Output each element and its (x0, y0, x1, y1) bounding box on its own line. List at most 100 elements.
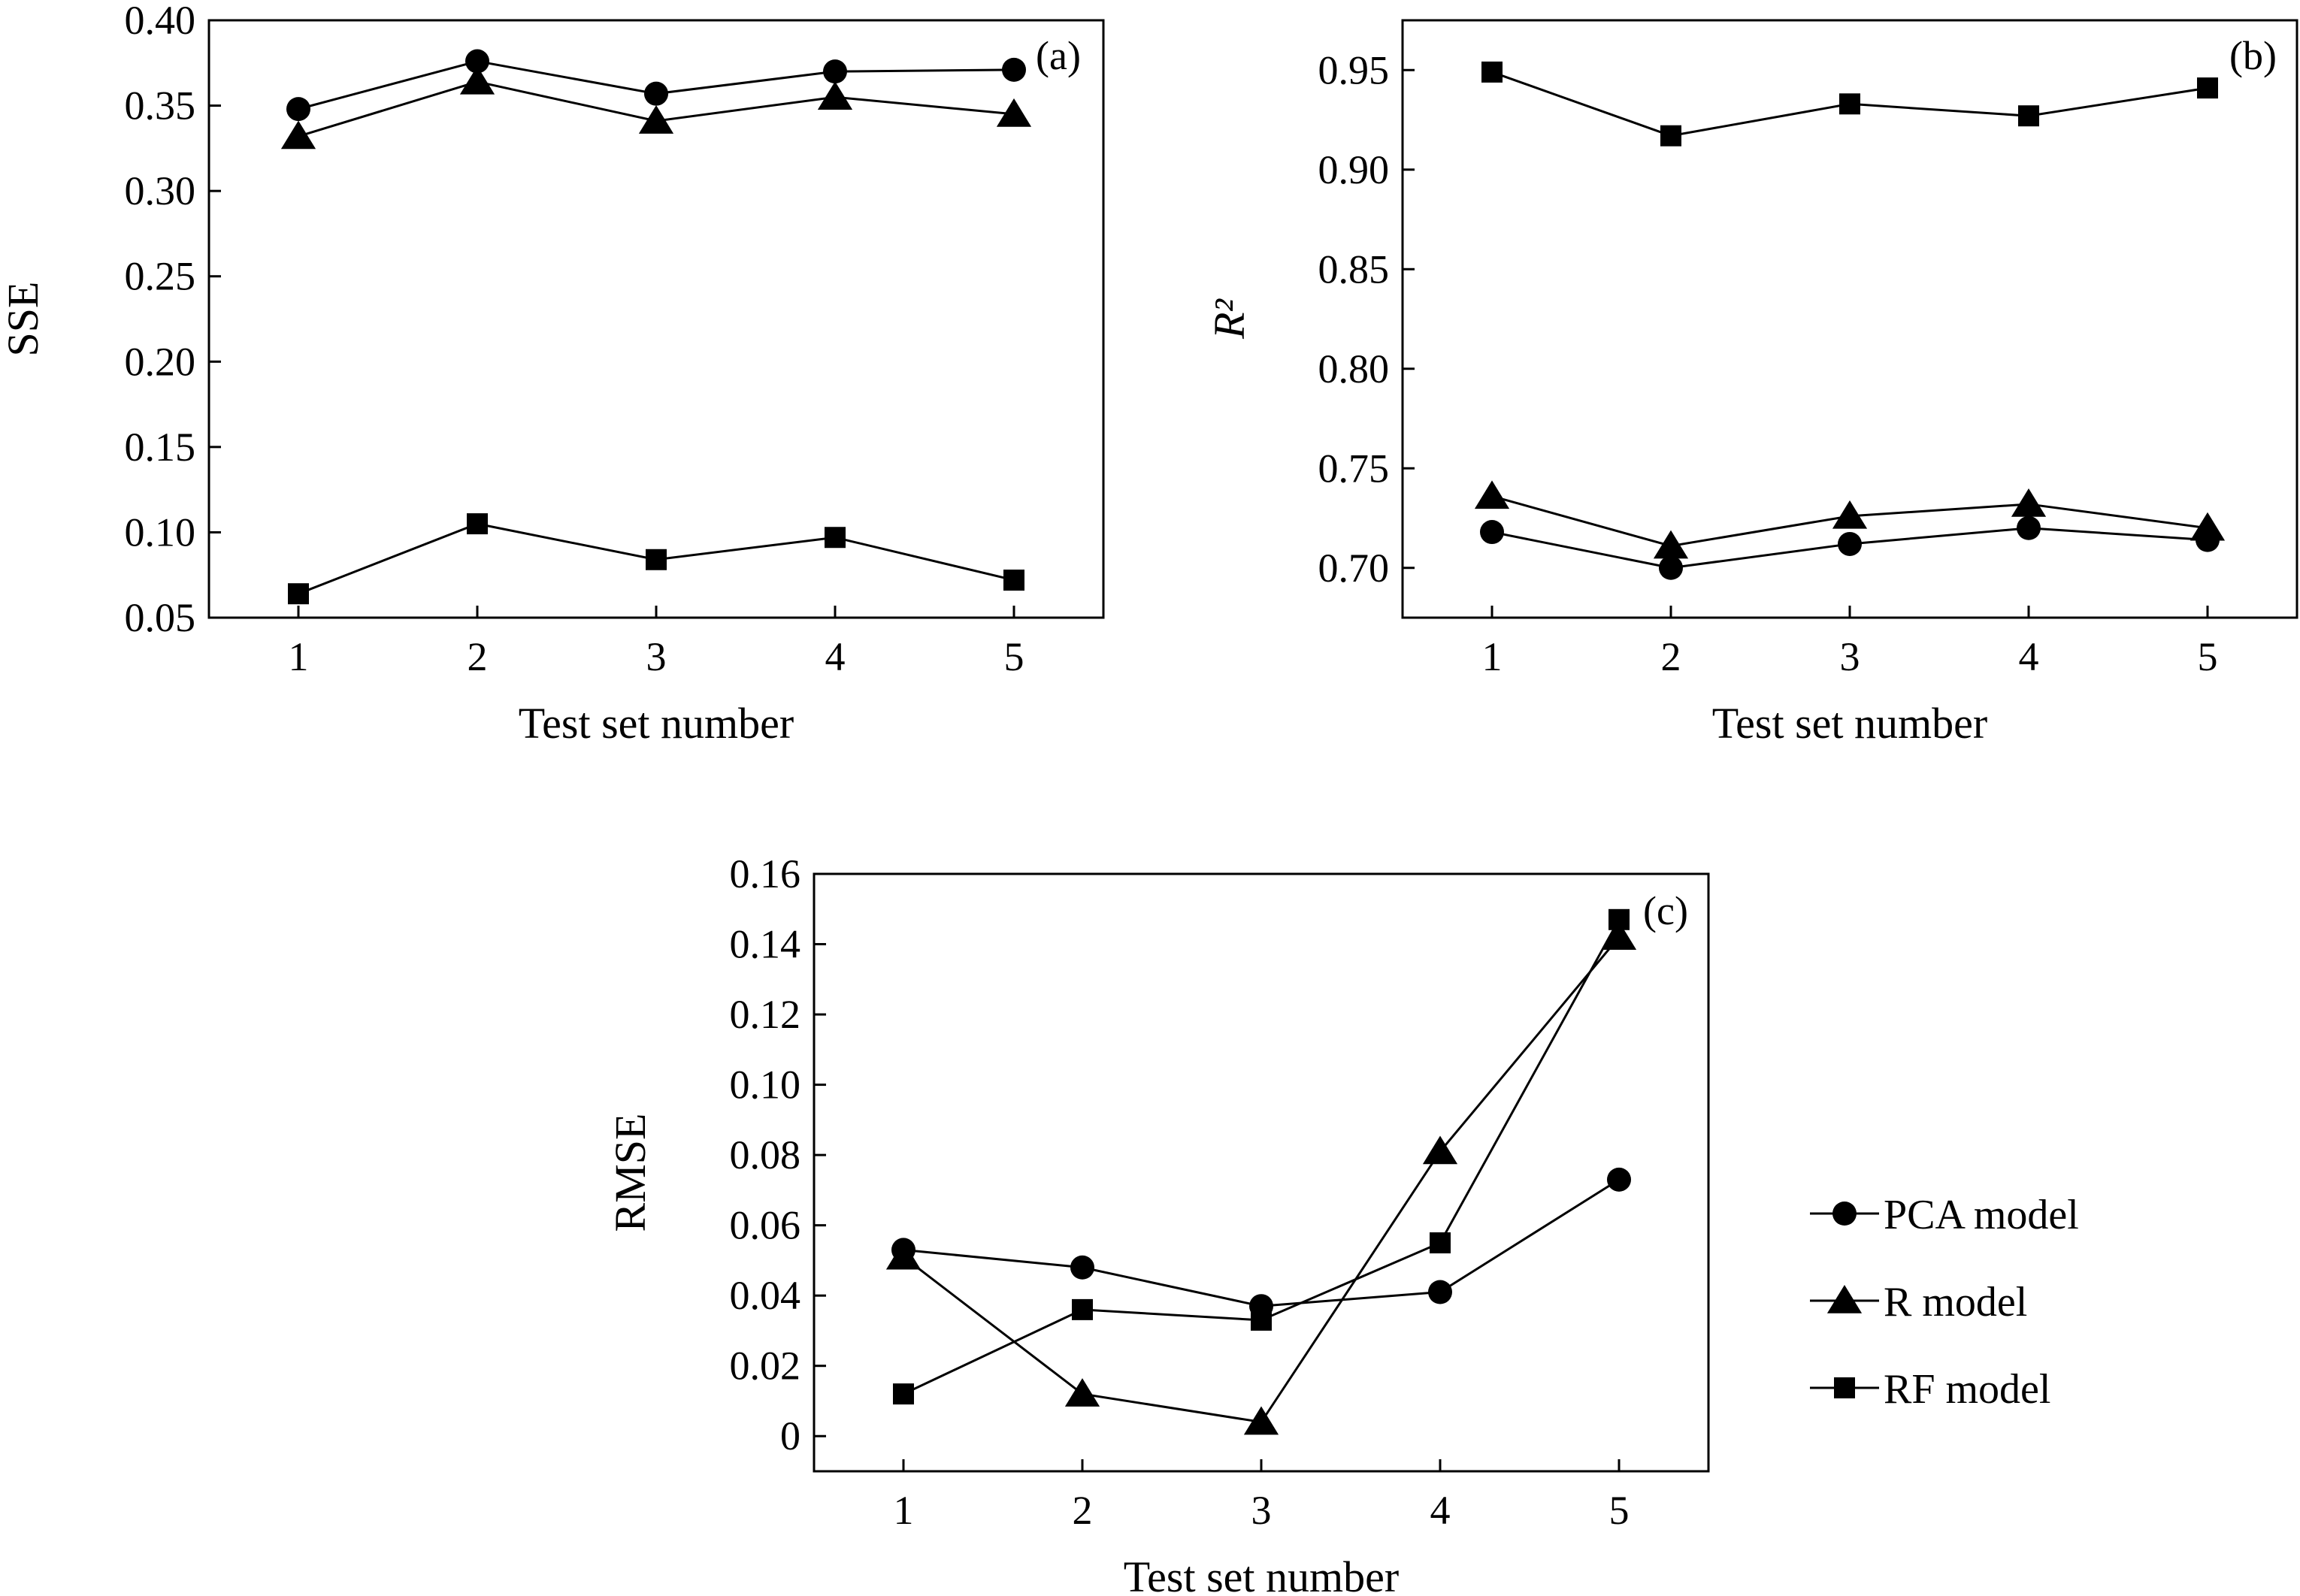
x-tick-label: 5 (1609, 1488, 1630, 1533)
y-tick-label: 0.10 (730, 1062, 801, 1108)
legend: PCA model R model RF model (1810, 1192, 2079, 1413)
data-point-triangle (1064, 1378, 1100, 1407)
y-tick-label: 0 (780, 1413, 800, 1458)
x-tick-label: 3 (1840, 634, 1860, 679)
data-point-triangle (2011, 488, 2047, 517)
y-tick-label: 0.85 (1318, 246, 1390, 292)
x-tick-label: 4 (1430, 1488, 1451, 1533)
x-tick-label: 5 (2198, 634, 2218, 679)
legend-entry: R model (1810, 1279, 2027, 1325)
x-tick-label: 1 (894, 1488, 914, 1533)
data-point-square (893, 1383, 914, 1405)
data-point-triangle (1243, 1406, 1279, 1435)
data-point-square (1072, 1298, 1093, 1320)
data-point-square (2197, 77, 2218, 99)
panel-label: (a) (1036, 33, 1081, 78)
y-tick-label: 0.16 (730, 851, 801, 896)
y-tick-label: 0.70 (1318, 546, 1390, 591)
y-tick-label: 0.95 (1318, 47, 1390, 92)
data-point-square (1251, 1309, 1272, 1331)
legend-entry: RF model (1810, 1366, 2050, 1413)
data-point-circle (1428, 1280, 1452, 1304)
data-point-circle (1838, 531, 1862, 556)
y-tick-label: 0.20 (125, 339, 196, 384)
data-point-circle (1070, 1255, 1094, 1280)
data-point-circle (286, 97, 310, 122)
data-point-square (1003, 570, 1024, 591)
y-tick-label: 0.15 (125, 425, 196, 470)
y-tick-label: 0.14 (730, 922, 801, 967)
data-point-circle (1607, 1167, 1631, 1192)
y-tick-label: 0.12 (730, 992, 801, 1037)
y-tick-label: 0.80 (1318, 346, 1390, 391)
data-point-square (467, 513, 488, 535)
data-point-circle (1659, 555, 1683, 580)
y-tick-label: 0.30 (125, 168, 196, 213)
legend-label: R model (1884, 1279, 2027, 1325)
x-axis-title: Test set number (1124, 1552, 1399, 1596)
data-point-square (1839, 93, 1860, 115)
data-point-circle (2017, 515, 2041, 540)
x-axis-title: Test set number (519, 699, 794, 748)
y-tick-label: 0.02 (730, 1344, 801, 1389)
data-point-square (646, 549, 667, 570)
series-line-circle (903, 1178, 1620, 1307)
x-tick-label: 2 (468, 634, 488, 679)
legend-label: PCA model (1884, 1192, 2079, 1238)
panel-label: (c) (1643, 888, 1688, 933)
legend-marker-circle (1832, 1202, 1857, 1226)
x-axis-title: Test set number (1712, 699, 1987, 748)
x-tick-label: 4 (2019, 634, 2039, 679)
x-tick-label: 3 (1251, 1488, 1272, 1533)
legend-label: RF model (1884, 1366, 2050, 1413)
x-tick-label: 2 (1073, 1488, 1093, 1533)
data-point-square (2018, 105, 2039, 127)
data-point-square (825, 527, 846, 549)
x-tick-label: 1 (289, 634, 309, 679)
data-point-circle (1002, 57, 1026, 82)
legend-entry: PCA model (1810, 1192, 2079, 1238)
data-point-square (288, 583, 309, 605)
y-tick-label: 0.35 (125, 83, 196, 128)
data-point-triangle (1422, 1135, 1458, 1165)
y-tick-label: 0.04 (730, 1273, 801, 1318)
y-tick-label: 0.10 (125, 509, 196, 555)
data-point-circle (644, 81, 668, 106)
data-point-triangle (1832, 500, 1868, 529)
data-point-triangle (1653, 530, 1689, 559)
x-tick-label: 1 (1482, 634, 1503, 679)
y-axis-title: R² (1205, 298, 1254, 339)
legend-marker-triangle (1826, 1285, 1863, 1313)
x-tick-label: 5 (1004, 634, 1024, 679)
chart-panel-c: 0 0.02 0.04 0.06 0.08 0.10 0.12 0.14 0.16 1 2 3 4 5 Te… (606, 851, 1710, 1596)
x-tick-label: 3 (646, 634, 667, 679)
panel-label: (b) (2229, 33, 2277, 78)
legend-marker-square (1834, 1377, 1855, 1398)
data-point-circle (465, 49, 489, 74)
data-point-square (1660, 125, 1681, 147)
data-point-circle (1480, 520, 1504, 545)
x-tick-label: 4 (825, 634, 846, 679)
data-point-circle (823, 59, 847, 84)
y-tick-label: 0.75 (1318, 446, 1390, 491)
x-tick-label: 2 (1661, 634, 1681, 679)
data-point-triangle (2190, 512, 2226, 541)
y-tick-label: 0.90 (1318, 147, 1390, 192)
data-point-square (1481, 61, 1503, 83)
data-point-triangle (1601, 921, 1637, 950)
chart-panel-b: 0.70 0.75 0.80 0.85 0.90 0.95 1 2 3 4 5 Test set nu… (1205, 19, 2298, 748)
y-axis-title: RMSE (606, 1114, 655, 1232)
y-axis-title: SSE (0, 282, 47, 357)
data-point-triangle (1474, 480, 1510, 509)
data-point-square (1608, 908, 1630, 930)
data-point-triangle (280, 120, 316, 150)
series-line-triangle (903, 936, 1621, 1424)
y-tick-label: 0.06 (730, 1203, 801, 1248)
y-tick-label: 0.25 (125, 254, 196, 299)
chart-panel-a: 0.05 0.10 0.15 0.20 0.25 0.30 0.35 0.40 1 2 3 4 5 Tes… (0, 0, 1105, 748)
data-point-triangle (459, 65, 495, 95)
y-tick-label: 0.05 (125, 595, 196, 640)
data-point-triangle (638, 105, 674, 134)
y-tick-label: 0.40 (125, 0, 196, 43)
